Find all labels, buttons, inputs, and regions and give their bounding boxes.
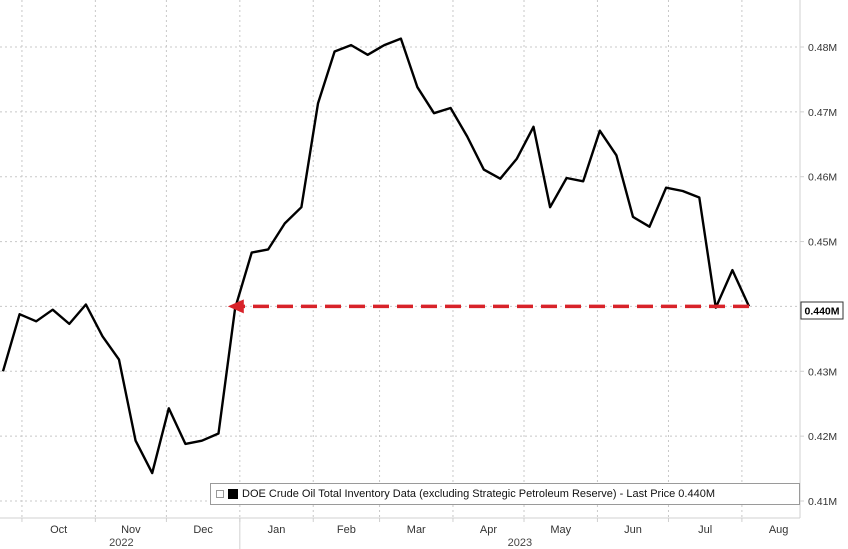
data-point-2023-06-16 [632,215,635,218]
data-point-2023-01-20 [283,222,286,225]
data-point-2022-10-07 [35,320,38,323]
data-point-2022-12-09 [184,442,187,445]
x-axis-ticks: Oct Nov Dec Jan Feb Mar Apr May Jun Jul Aug [21,518,789,536]
last-price-marker: 0.440M [800,301,844,320]
data-point-2023-04-07 [466,135,469,138]
data-point-2023-02-24 [366,53,369,56]
data-point-2023-03-24 [433,112,436,115]
legend-toggle-icon[interactable] [216,490,224,498]
data-point-2023-07-07 [681,190,684,193]
data-point-2023-06-23 [648,225,651,228]
series-line-crude-inventory [1,37,751,475]
data-point-2023-03-31 [449,107,452,110]
data-point-2023-06-09 [615,154,618,157]
reference-arrow [227,299,749,314]
data-point-2023-02-17 [350,44,353,47]
x-tick-label: Aug [769,524,789,536]
data-point-2022-09-30 [18,313,21,316]
y-tick-label: 0.45M [808,237,837,249]
data-point-2023-03-03 [383,44,386,47]
data-point-2022-11-11 [118,358,121,361]
data-point-2023-01-06 [250,251,253,254]
data-point-2023-02-03 [317,102,320,105]
y-tick-label: 0.48M [808,42,837,54]
horizontal-gridlines [0,46,800,502]
last-price-label: 0.440M [804,306,839,318]
year-label-2023: 2023 [508,537,532,549]
data-point-2023-04-21 [499,177,502,180]
data-point-2022-09-23 [2,370,5,373]
x-tick-label: Apr [480,524,497,536]
legend-swatch-icon [228,489,238,499]
reference-arrow-head-icon [227,299,244,314]
data-point-2023-01-27 [300,206,303,209]
data-point-2023-06-30 [665,186,668,189]
x-tick-label: Feb [337,524,356,536]
data-point-2023-04-14 [482,168,485,171]
data-point-2023-03-10 [399,37,402,40]
data-point-2022-11-18 [134,439,137,442]
y-tick-label: 0.42M [808,431,837,443]
data-point-2023-02-10 [333,50,336,53]
data-point-2023-03-17 [416,86,419,89]
x-tick-label: Jul [698,524,712,536]
axes [0,0,801,519]
y-tick-label: 0.47M [808,107,837,119]
legend: DOE Crude Oil Total Inventory Data (excl… [210,483,800,505]
data-point-2023-04-28 [515,157,518,160]
data-point-2022-11-04 [101,335,104,338]
x-tick-label: Oct [50,524,67,536]
data-point-2022-12-23 [217,432,220,435]
data-point-2023-07-28 [731,269,734,272]
data-point-2023-06-02 [598,129,601,132]
vertical-gridlines [21,0,743,518]
last-price-box [800,301,844,320]
data-point-2023-05-05 [532,125,535,128]
data-point-2022-12-16 [200,439,203,442]
data-point-2022-10-21 [68,322,71,325]
data-point-2022-10-14 [51,308,54,311]
data-point-2023-05-26 [582,180,585,183]
data-point-2022-10-28 [84,303,87,306]
x-tick-label: Nov [121,524,141,536]
x-tick-label: Jan [268,524,286,536]
y-tick-label: 0.43M [808,366,837,378]
x-tick-label: May [550,524,571,536]
y-axis-ticks: 0.41M 0.42M 0.43M 0.45M 0.46M 0.47M 0.48M [800,42,837,508]
data-point-2022-12-02 [167,407,170,410]
series-layer [1,37,751,475]
year-labels: 2022 2023 [109,518,532,549]
data-point-2022-11-25 [151,472,154,475]
x-tick-label: Dec [193,524,213,536]
data-point-2023-05-12 [549,206,552,209]
y-tick-label: 0.41M [808,496,837,508]
x-tick-label: Jun [624,524,642,536]
data-point-2023-07-14 [698,196,701,199]
x-tick-label: Mar [407,524,426,536]
year-label-2022: 2022 [109,537,133,549]
data-point-2023-05-19 [565,177,568,180]
y-tick-label: 0.46M [808,172,837,184]
data-point-2023-01-13 [267,248,270,251]
data-points [2,37,751,475]
legend-label: DOE Crude Oil Total Inventory Data (excl… [242,488,715,500]
